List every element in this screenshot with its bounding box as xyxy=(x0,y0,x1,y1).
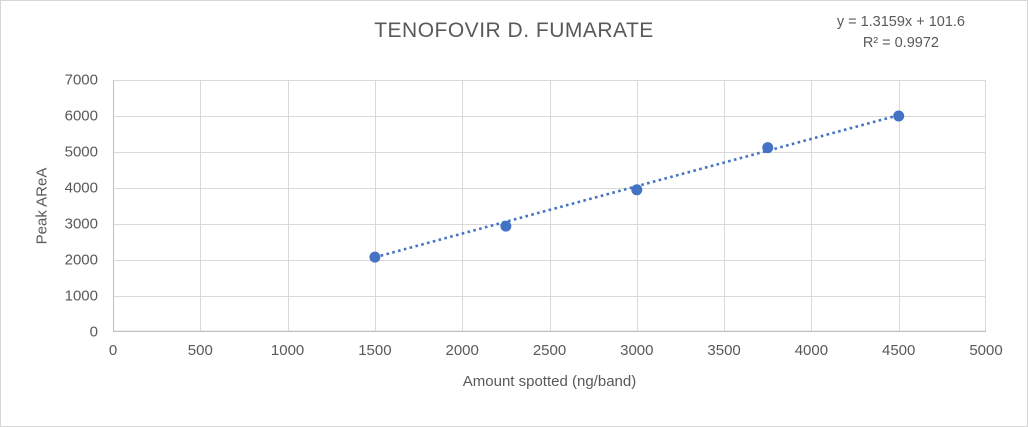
x-tick-label: 0 xyxy=(108,342,118,359)
x-tick-label: 1500 xyxy=(358,342,392,359)
y-tick-label: 2000 xyxy=(64,251,98,269)
y-tick-label: 1000 xyxy=(64,287,98,305)
plot-area xyxy=(113,80,986,333)
data-point[interactable] xyxy=(369,251,381,263)
x-tick-label: 5000 xyxy=(969,342,1003,359)
trendline-equation: y = 1.3159x + 101.6 xyxy=(836,14,965,30)
y-tick-label: 3000 xyxy=(64,215,98,233)
r-squared-value: R² = 0.9972 xyxy=(862,35,939,51)
y-tick-label: 0 xyxy=(89,323,98,341)
y-tick-label: 5000 xyxy=(64,143,98,161)
x-tick-label: 2500 xyxy=(532,342,567,359)
y-tick-label: 4000 xyxy=(64,179,98,197)
x-tick-label: 3500 xyxy=(707,342,741,359)
x-tick-label: 4500 xyxy=(882,342,916,359)
chart-title: TENOFOVIR D. FUMARATE xyxy=(374,19,654,42)
x-tick-label: 4000 xyxy=(794,342,829,359)
data-point[interactable] xyxy=(631,184,643,196)
x-tick-label: 2000 xyxy=(445,342,479,359)
x-tick-label: 500 xyxy=(187,342,213,359)
x-tick-label: 1000 xyxy=(270,342,305,359)
x-axis-title: Amount spotted (ng/band) xyxy=(462,373,637,390)
y-tick-label: 7000 xyxy=(64,71,98,89)
data-point[interactable] xyxy=(762,142,774,154)
trendline-equation-block: y = 1.3159x + 101.6 R² = 0.9972 xyxy=(837,12,965,54)
x-tick-label: 3000 xyxy=(620,342,654,359)
data-point[interactable] xyxy=(500,220,512,232)
y-tick-label: 6000 xyxy=(64,107,98,125)
data-point[interactable] xyxy=(893,110,905,122)
plot-svg xyxy=(113,80,986,333)
